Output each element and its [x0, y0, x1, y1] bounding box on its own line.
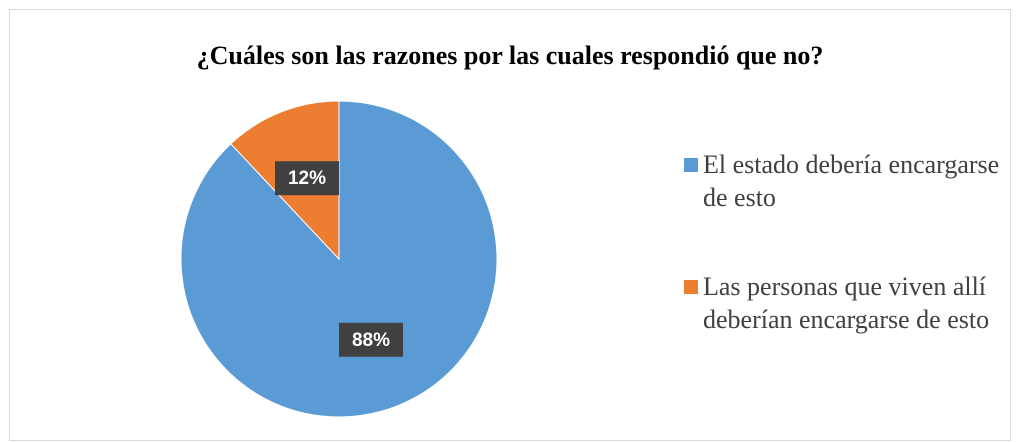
legend-swatch — [684, 280, 698, 294]
data-label: 12% — [288, 168, 326, 189]
data-label-box — [275, 161, 340, 196]
chart-border — [9, 9, 1011, 441]
legend-entry: El estado debería encargarse de esto — [684, 148, 1004, 214]
chart-title: ¿Cuáles son las razones por las cuales r… — [197, 41, 824, 70]
data-label: 88% — [352, 330, 390, 351]
legend-label: Las personas que viven allí deberían enc… — [703, 272, 990, 334]
legend-swatch — [684, 158, 698, 172]
legend-label: El estado debería encargarse de esto — [703, 150, 1000, 212]
legend-entry: Las personas que viven allí deberían enc… — [684, 270, 1004, 336]
data-label-box — [338, 322, 403, 357]
